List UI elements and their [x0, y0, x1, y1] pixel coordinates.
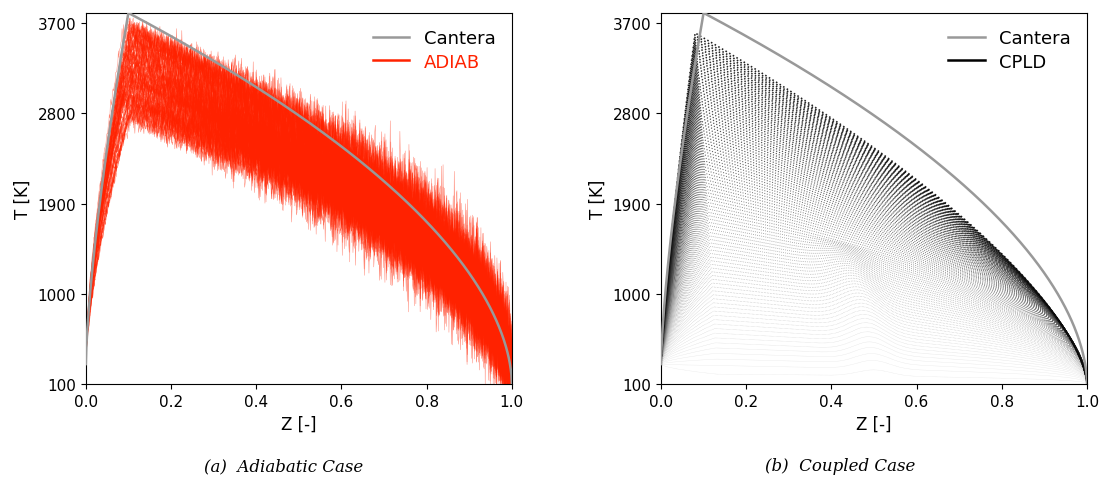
- Legend: Cantera, ADIAB: Cantera, ADIAB: [366, 23, 503, 79]
- Text: (a)  Adiabatic Case: (a) Adiabatic Case: [204, 457, 364, 474]
- X-axis label: Z [-]: Z [-]: [282, 415, 316, 432]
- Text: (b)  Coupled Case: (b) Coupled Case: [765, 457, 916, 474]
- X-axis label: Z [-]: Z [-]: [856, 415, 892, 432]
- Y-axis label: T [K]: T [K]: [589, 180, 607, 219]
- Legend: Cantera, CPLD: Cantera, CPLD: [942, 23, 1078, 79]
- Y-axis label: T [K]: T [K]: [13, 180, 32, 219]
